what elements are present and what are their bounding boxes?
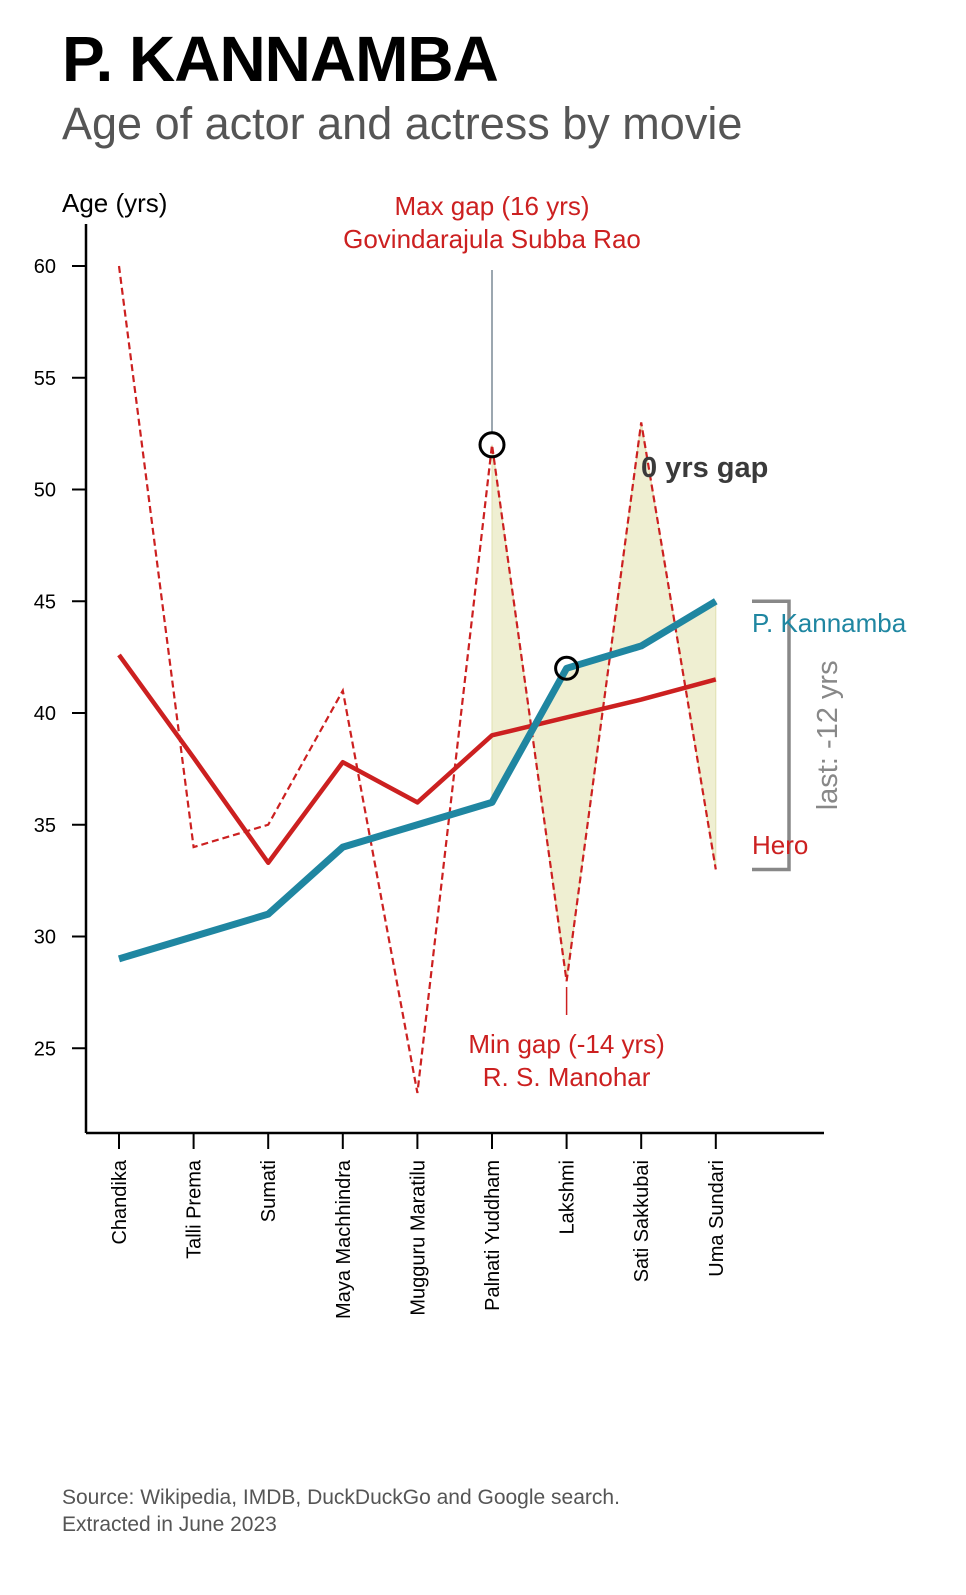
y-axis-label: Age (yrs): [62, 188, 167, 218]
hero-age-line: [117, 265, 717, 1094]
last-gap-bracket: [752, 599, 791, 872]
actress-age-line: [117, 598, 718, 963]
axes: Age (yrs) 25 30 35 40 45 50 55 60 Chandika Talli P…: [34, 188, 824, 1319]
source-line-1: Source: Wikipedia, IMDB, DuckDuckGo and …: [62, 1486, 620, 1509]
y-tick-label: 60: [34, 256, 56, 278]
last-gap-label: last: -12 yrs: [812, 660, 844, 810]
line-chart: Age (yrs) 25 30 35 40 45 50 55 60 Chandika Talli P…: [34, 188, 907, 1319]
x-tick-label: Uma Sundari: [706, 1160, 728, 1277]
hero-trend-line: [117, 653, 717, 865]
x-tick-label: Chandika: [109, 1159, 131, 1244]
actress-legend-label: P. Kannamba: [752, 608, 907, 638]
source-note: Source: Wikipedia, IMDB, DuckDuckGo and …: [62, 1484, 620, 1538]
y-tick-label: 35: [34, 815, 56, 837]
x-tick-label: Talli Prema: [184, 1159, 206, 1259]
x-tick-label: Sumati: [258, 1160, 280, 1222]
y-tick-label: 30: [34, 927, 56, 949]
max-gap-label: Max gap (16 yrs): [394, 191, 589, 221]
gap-shading: [491, 422, 717, 982]
y-tick-label: 50: [34, 480, 56, 502]
max-gap-marker: [478, 431, 506, 459]
y-tick-label: 55: [34, 368, 56, 390]
zero-gap-label: 0 yrs gap: [641, 452, 768, 484]
annotations: Max gap (16 yrs)Govindarajula Subba Rao M…: [343, 191, 907, 1092]
y-tick-label: 25: [34, 1038, 56, 1060]
min-gap-name: R. S. Manohar: [483, 1062, 651, 1092]
x-tick-label: Maya Machhindra: [333, 1159, 355, 1319]
min-gap-label: Min gap (-14 yrs): [468, 1029, 665, 1059]
hero-legend-label: Hero: [752, 830, 808, 860]
y-tick-label: 45: [34, 591, 56, 613]
source-line-2: Extracted in June 2023: [62, 1513, 277, 1536]
chart-subtitle: Age of actor and actress by movie: [62, 98, 743, 149]
y-tick-label: 40: [34, 703, 56, 725]
series-lines: [117, 265, 718, 1094]
x-tick-label: Mugguru Maratilu: [407, 1160, 429, 1316]
x-tick-label: Lakshmi: [557, 1160, 579, 1234]
x-tick-label: Sati Sakkubai: [631, 1160, 653, 1282]
x-tick-label: Palnati Yuddham: [482, 1160, 504, 1311]
zero-gap-marker: [554, 655, 580, 681]
gap-area: [491, 422, 717, 982]
chart-title: P. KANNAMBA: [62, 23, 499, 95]
max-gap-name: Govindarajula Subba Rao: [343, 224, 641, 254]
